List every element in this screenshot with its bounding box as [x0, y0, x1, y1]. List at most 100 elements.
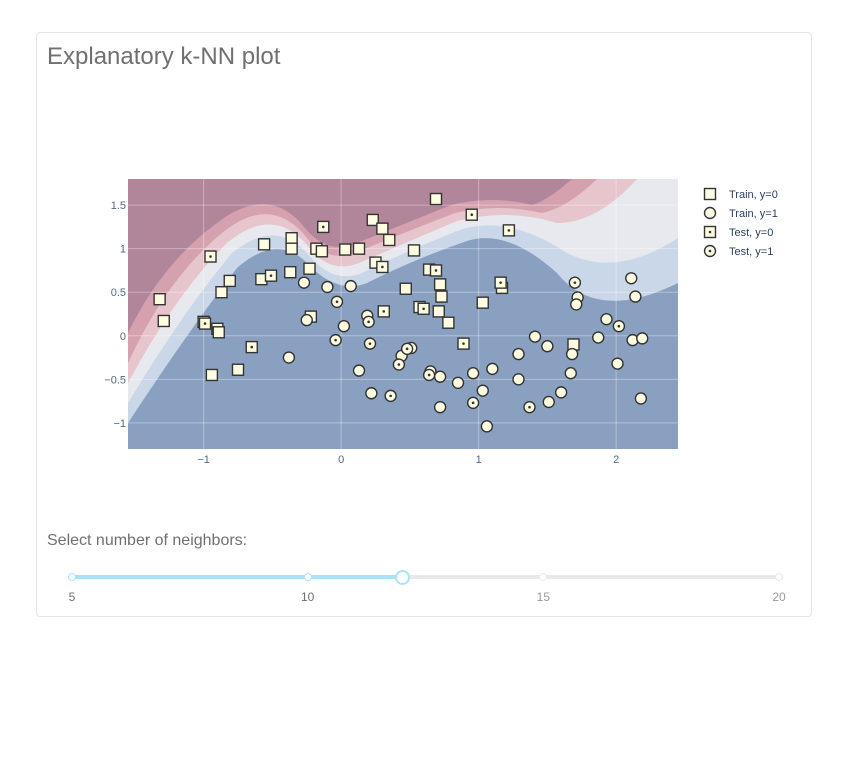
data-point — [215, 286, 228, 299]
data-point — [257, 238, 271, 251]
data-point — [223, 274, 236, 288]
data-point — [486, 362, 499, 376]
legend-label[interactable]: Train, y=0 — [729, 189, 778, 201]
chart-card: Explanatory k-NN plot −1 0 1 2 1.5 1 0.5 0 −0.5… — [36, 32, 812, 617]
data-point — [528, 330, 542, 343]
data-point — [600, 313, 613, 326]
data-point — [636, 332, 649, 345]
data-point — [629, 290, 642, 303]
data-point — [466, 396, 480, 410]
data-point — [297, 276, 311, 289]
data-point — [465, 208, 478, 221]
data-point — [494, 276, 507, 289]
data-point — [384, 389, 397, 403]
data-point — [429, 192, 443, 206]
data-point — [554, 386, 568, 399]
y-tick-label: −0.5 — [104, 374, 126, 386]
slider-mark-15[interactable]: 15 — [536, 590, 551, 604]
data-point — [435, 290, 448, 303]
y-tick-label: 0.5 — [111, 287, 126, 299]
data-point — [317, 220, 330, 234]
data-point — [502, 224, 516, 237]
data-point — [285, 242, 298, 255]
slider-mark-5[interactable]: 5 — [68, 590, 76, 604]
data-point — [433, 370, 447, 383]
data-point — [541, 340, 554, 353]
data-point — [476, 296, 489, 309]
data-point — [400, 342, 414, 356]
slider-dot-10[interactable] — [303, 573, 312, 581]
data-point — [457, 337, 470, 350]
data-point — [245, 340, 258, 354]
data-point — [285, 232, 298, 245]
slider-mark-10[interactable]: 10 — [300, 590, 315, 604]
data-point — [612, 319, 626, 333]
data-point — [303, 262, 316, 275]
data-point — [568, 276, 582, 289]
x-tick-label: 2 — [613, 454, 619, 466]
data-point — [625, 272, 638, 285]
data-point — [451, 376, 465, 390]
data-point — [153, 292, 166, 306]
data-point — [330, 295, 344, 309]
y-tick-label: 0 — [120, 331, 126, 343]
chart-title: Explanatory k-NN plot — [47, 43, 281, 70]
data-point — [339, 243, 352, 256]
data-point — [363, 337, 377, 350]
data-point — [362, 315, 375, 329]
data-point — [399, 282, 412, 295]
slider-rail[interactable] — [72, 575, 779, 579]
data-point — [198, 317, 212, 330]
y-tick-label: 1 — [120, 244, 126, 256]
data-point — [376, 222, 389, 235]
data-point — [565, 347, 579, 361]
data-point — [376, 260, 389, 274]
data-point — [365, 387, 378, 400]
neighbors-slider[interactable] — [68, 567, 783, 587]
data-point — [300, 313, 313, 327]
data-points — [153, 192, 649, 433]
legend-marker — [703, 244, 717, 258]
slider-dot-15[interactable] — [539, 573, 548, 581]
data-point — [433, 400, 447, 414]
y-tick-label: −1 — [113, 418, 126, 430]
x-tick-label: −1 — [197, 454, 210, 466]
data-point — [231, 363, 245, 376]
data-point — [352, 364, 366, 377]
slider-handle[interactable] — [394, 570, 410, 585]
data-point — [321, 280, 334, 294]
slider-marks: 5 10 15 20 — [68, 590, 786, 606]
data-point — [466, 367, 480, 380]
data-point — [282, 351, 296, 364]
data-point — [383, 233, 396, 247]
data-point — [564, 367, 577, 380]
data-point — [512, 347, 525, 361]
legend[interactable]: Train, y=0 Train, y=1 Test, y=0 Test, y=1 — [703, 187, 778, 259]
data-point — [264, 269, 278, 282]
legend-label[interactable]: Train, y=1 — [729, 208, 778, 220]
data-point — [570, 298, 583, 311]
data-point — [366, 213, 379, 227]
y-tick-label: 1.5 — [111, 200, 126, 212]
data-point — [337, 319, 351, 333]
data-point — [407, 244, 421, 257]
data-point — [480, 420, 494, 433]
data-point — [592, 331, 605, 344]
data-point — [205, 368, 219, 382]
slider-mark-20[interactable]: 20 — [772, 590, 786, 604]
data-point — [204, 250, 217, 263]
legend-label[interactable]: Test, y=0 — [729, 227, 773, 239]
slider-track — [72, 575, 402, 579]
data-point — [611, 357, 624, 370]
data-point — [476, 384, 489, 397]
slider-dot-5[interactable] — [68, 573, 76, 581]
legend-label[interactable]: Test, y=1 — [729, 246, 773, 258]
data-point — [417, 302, 430, 315]
slider-dot-20[interactable] — [775, 573, 783, 581]
x-tick-label: 1 — [476, 454, 482, 466]
data-point — [377, 305, 390, 318]
data-point — [392, 358, 406, 371]
data-point — [523, 400, 536, 414]
data-point — [315, 245, 329, 258]
